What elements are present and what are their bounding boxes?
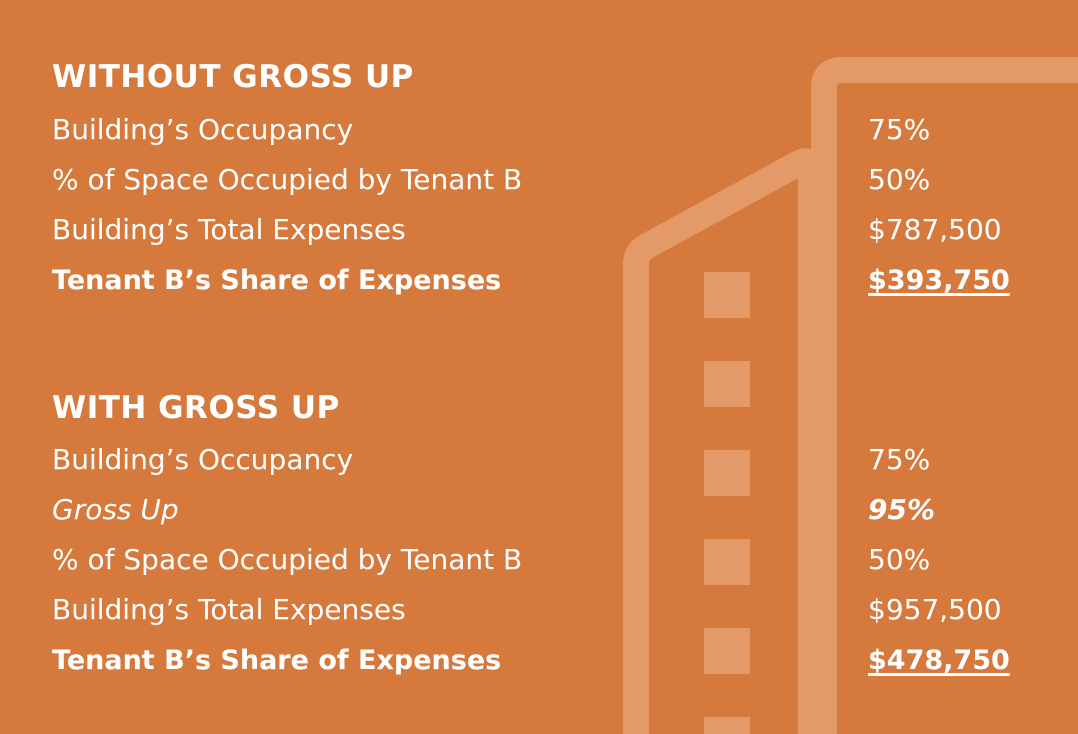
window	[704, 361, 750, 407]
window	[704, 450, 750, 496]
row-label: Building’s Occupancy	[52, 443, 354, 476]
row-value: 75%	[868, 443, 931, 476]
window	[704, 539, 750, 585]
row-value: 95%	[868, 493, 936, 526]
without-gross-up-heading: WITHOUT GROSS UP	[52, 59, 414, 95]
without-total-expenses-row: Building’s Total Expenses $787,500	[0, 210, 1078, 250]
row-label: Tenant B’s Share of Expenses	[52, 645, 502, 676]
row-label: % of Space Occupied by Tenant B	[52, 543, 523, 576]
with-tenant-space-row: % of Space Occupied by Tenant B 50%	[0, 540, 1078, 580]
with-total-expenses-row: Building’s Total Expenses $957,500	[0, 590, 1078, 630]
row-label: Building’s Total Expenses	[52, 593, 406, 626]
window	[704, 717, 750, 734]
with-occupancy-row: Building’s Occupancy 75%	[0, 440, 1078, 480]
row-value: $393,750	[868, 265, 1010, 296]
with-tenant-share-row: Tenant B’s Share of Expenses $478,750	[0, 641, 1078, 681]
row-value: $787,500	[868, 213, 1002, 246]
with-gross-up-heading: WITH GROSS UP	[52, 390, 340, 426]
short-tower-outline	[623, 148, 824, 734]
row-label: Tenant B’s Share of Expenses	[52, 265, 502, 296]
row-label: Building’s Total Expenses	[52, 213, 406, 246]
tall-tower-outline	[811, 57, 1078, 734]
without-occupancy-row: Building’s Occupancy 75%	[0, 110, 1078, 150]
row-label: Gross Up	[52, 493, 179, 526]
without-tenant-space-row: % of Space Occupied by Tenant B 50%	[0, 160, 1078, 200]
row-value: $478,750	[868, 645, 1010, 676]
row-label: % of Space Occupied by Tenant B	[52, 163, 523, 196]
without-tenant-share-row: Tenant B’s Share of Expenses $393,750	[0, 261, 1078, 301]
row-label: Building’s Occupancy	[52, 113, 354, 146]
row-value: 50%	[868, 163, 931, 196]
with-gross-up-row: Gross Up 95%	[0, 490, 1078, 530]
window	[704, 272, 750, 318]
row-value: 50%	[868, 543, 931, 576]
row-value: $957,500	[868, 593, 1002, 626]
window	[704, 628, 750, 674]
row-value: 75%	[868, 113, 931, 146]
